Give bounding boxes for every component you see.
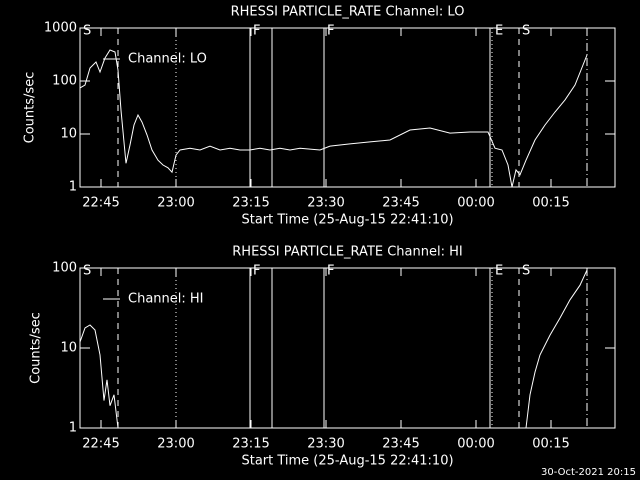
event-label: S (522, 24, 530, 39)
x-tick-label: 23:15 (232, 196, 269, 211)
y-tick-label: 10 (60, 127, 77, 142)
chart-title: RHESSI PARTICLE_RATE Channel: HI (232, 245, 462, 260)
x-tick-label: 22:45 (82, 437, 119, 452)
event-label: F (253, 264, 260, 279)
y-tick-label: 100 (52, 261, 77, 276)
x-tick-label: 23:00 (157, 196, 194, 211)
x-tick-label: 00:15 (532, 437, 569, 452)
x-tick-label: 23:30 (307, 196, 344, 211)
y-tick-label: 1000 (44, 21, 77, 36)
x-tick-label: 23:00 (157, 437, 194, 452)
x-tick-label: 00:15 (532, 196, 569, 211)
x-tick-label: 00:00 (457, 196, 494, 211)
event-label: E (495, 24, 503, 39)
event-label: S (83, 264, 91, 279)
y-tick-label: 1 (69, 180, 77, 195)
y-tick-label: 1 (69, 421, 77, 436)
y-tick-label: 10 (60, 341, 77, 356)
event-label: F (327, 264, 334, 279)
event-label: F (327, 24, 334, 39)
x-tick-label: 23:30 (307, 437, 344, 452)
legend-label: Channel: HI (128, 292, 204, 307)
x-tick-label: 22:45 (82, 196, 119, 211)
chart-title: RHESSI PARTICLE_RATE Channel: LO (231, 5, 465, 20)
x-tick-label: 23:45 (382, 437, 419, 452)
x-axis-label: Start Time (25-Aug-15 22:41:10) (241, 454, 453, 469)
x-tick-label: 00:00 (457, 437, 494, 452)
panel: RHESSI PARTICLE_RATE Channel: HI Start Ti… (29, 245, 616, 469)
series-line (79, 49, 588, 188)
footer: 30-Oct-2021 20:15 (541, 467, 636, 478)
panel: RHESSI PARTICLE_RATE Channel: LO Start Ti… (23, 5, 616, 228)
y-axis-label: Counts/sec (23, 72, 38, 144)
event-label: S (83, 24, 91, 39)
event-label: F (253, 24, 260, 39)
event-label: S (522, 264, 530, 279)
y-tick-label: 100 (52, 74, 77, 89)
x-tick-label: 23:45 (382, 196, 419, 211)
event-label: E (495, 264, 503, 279)
y-axis-label: Counts/sec (29, 312, 44, 384)
series-line (79, 269, 588, 429)
x-axis-label: Start Time (25-Aug-15 22:41:10) (241, 213, 453, 228)
legend-label: Channel: LO (128, 52, 207, 67)
x-tick-label: 23:15 (232, 437, 269, 452)
